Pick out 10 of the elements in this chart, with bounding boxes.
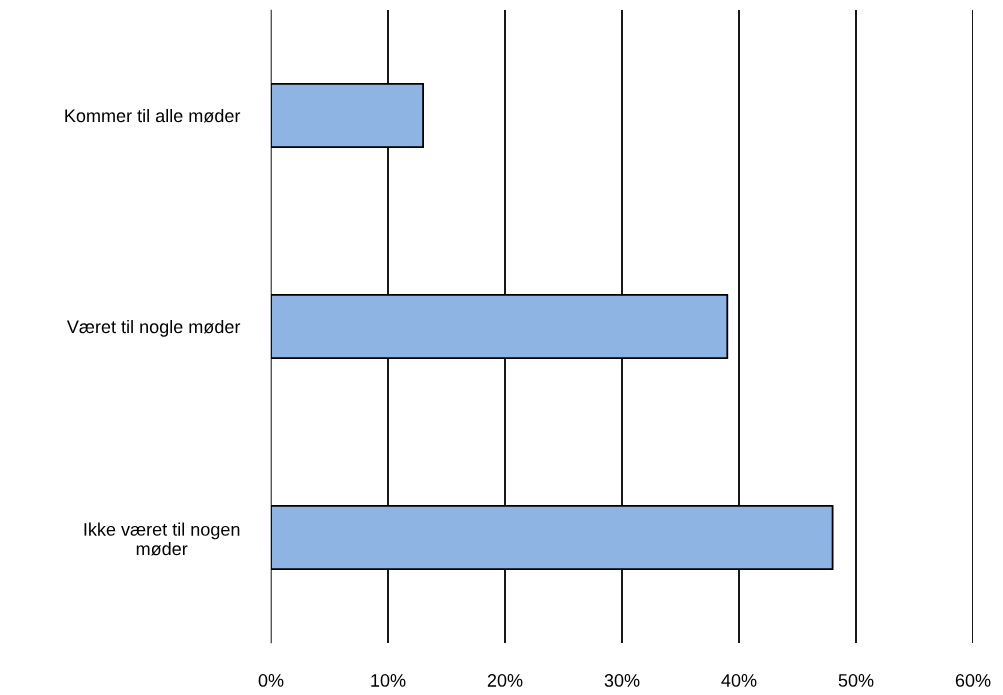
y-tick-label: Kommer til alle møder	[65, 108, 241, 123]
x-tick-label: 60%	[955, 674, 991, 687]
x-tick-label: 40%	[721, 674, 757, 687]
y-tick-label: Ikke været til nogen møder	[84, 522, 240, 556]
y-tick-label: Været til nogle møder	[66, 319, 241, 337]
x-tick-label: 30%	[604, 674, 640, 687]
x-tick-label: 0%	[258, 674, 284, 687]
x-tick-label: 20%	[487, 674, 523, 687]
x-tick-label: 50%	[838, 674, 874, 687]
x-tick-label: 10%	[371, 674, 406, 687]
